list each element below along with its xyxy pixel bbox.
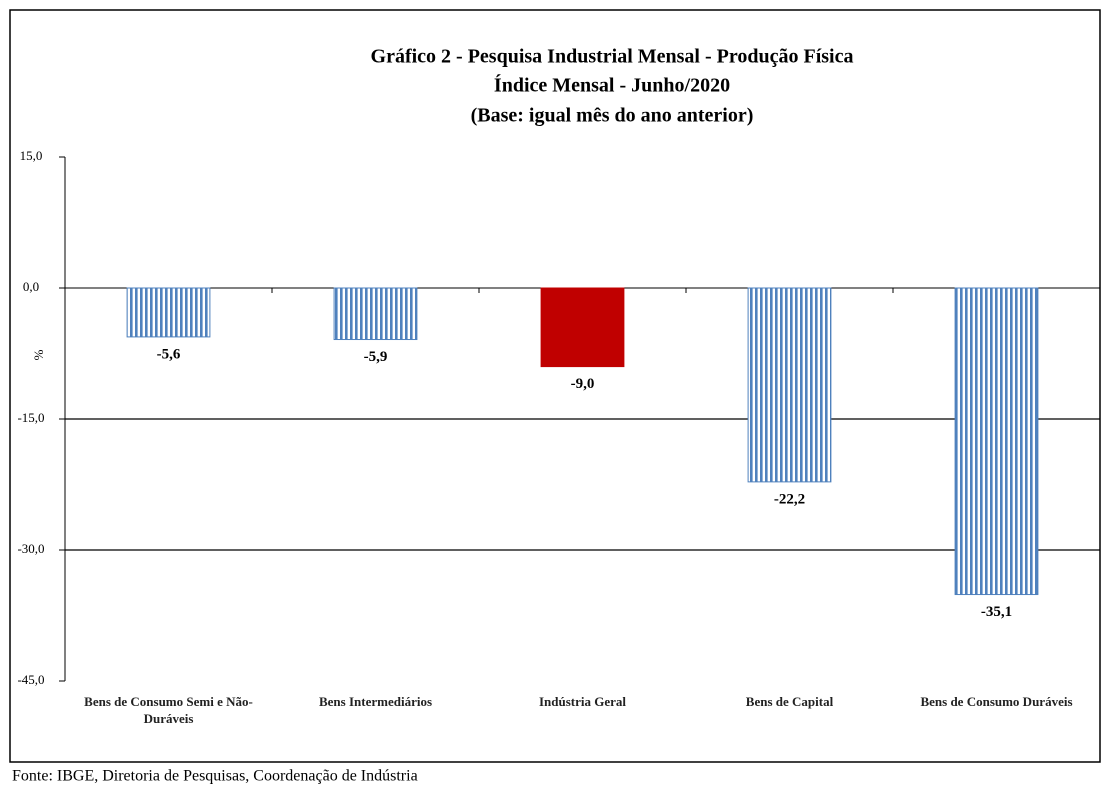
frame xyxy=(9,9,1101,763)
bar xyxy=(747,287,832,483)
data-label: -35,1 xyxy=(981,604,1012,620)
x-tick-label: Bens Intermediários xyxy=(318,694,433,709)
bar xyxy=(126,287,211,338)
source: Fonte: IBGE, Diretoria de Pesquisas, Coo… xyxy=(12,768,418,785)
data-label: -9,0 xyxy=(571,376,595,392)
x-tick-label: Bens de Consumo Semi e Não-Duráveis xyxy=(84,694,253,726)
data-label: -5,6 xyxy=(157,346,181,362)
y-axis-label: % xyxy=(31,349,46,360)
y-tick-label: -15,0 xyxy=(17,410,44,425)
y-tick-label: -45,0 xyxy=(17,672,44,687)
chart-subtitle: Índice Mensal - Junho/2020 xyxy=(494,74,730,97)
bar xyxy=(540,287,625,368)
y-tick-label: 0,0 xyxy=(23,279,39,294)
data-label: -5,9 xyxy=(364,349,388,365)
x-tick-label: Bens de Capital xyxy=(745,694,834,709)
y-tick-label: -30,0 xyxy=(17,541,44,556)
chart-title: Gráfico 2 - Pesquisa Industrial Mensal -… xyxy=(371,46,854,68)
bar xyxy=(954,287,1039,596)
data-label: -22,2 xyxy=(774,491,805,507)
chart-subtitle: (Base: igual mês do ano anterior) xyxy=(471,105,754,127)
y-tick-label: 15,0 xyxy=(20,148,43,163)
x-tick-label: Bens de Consumo Duráveis xyxy=(920,694,1073,709)
bar xyxy=(333,287,418,341)
x-tick-label: Indústria Geral xyxy=(538,694,627,709)
